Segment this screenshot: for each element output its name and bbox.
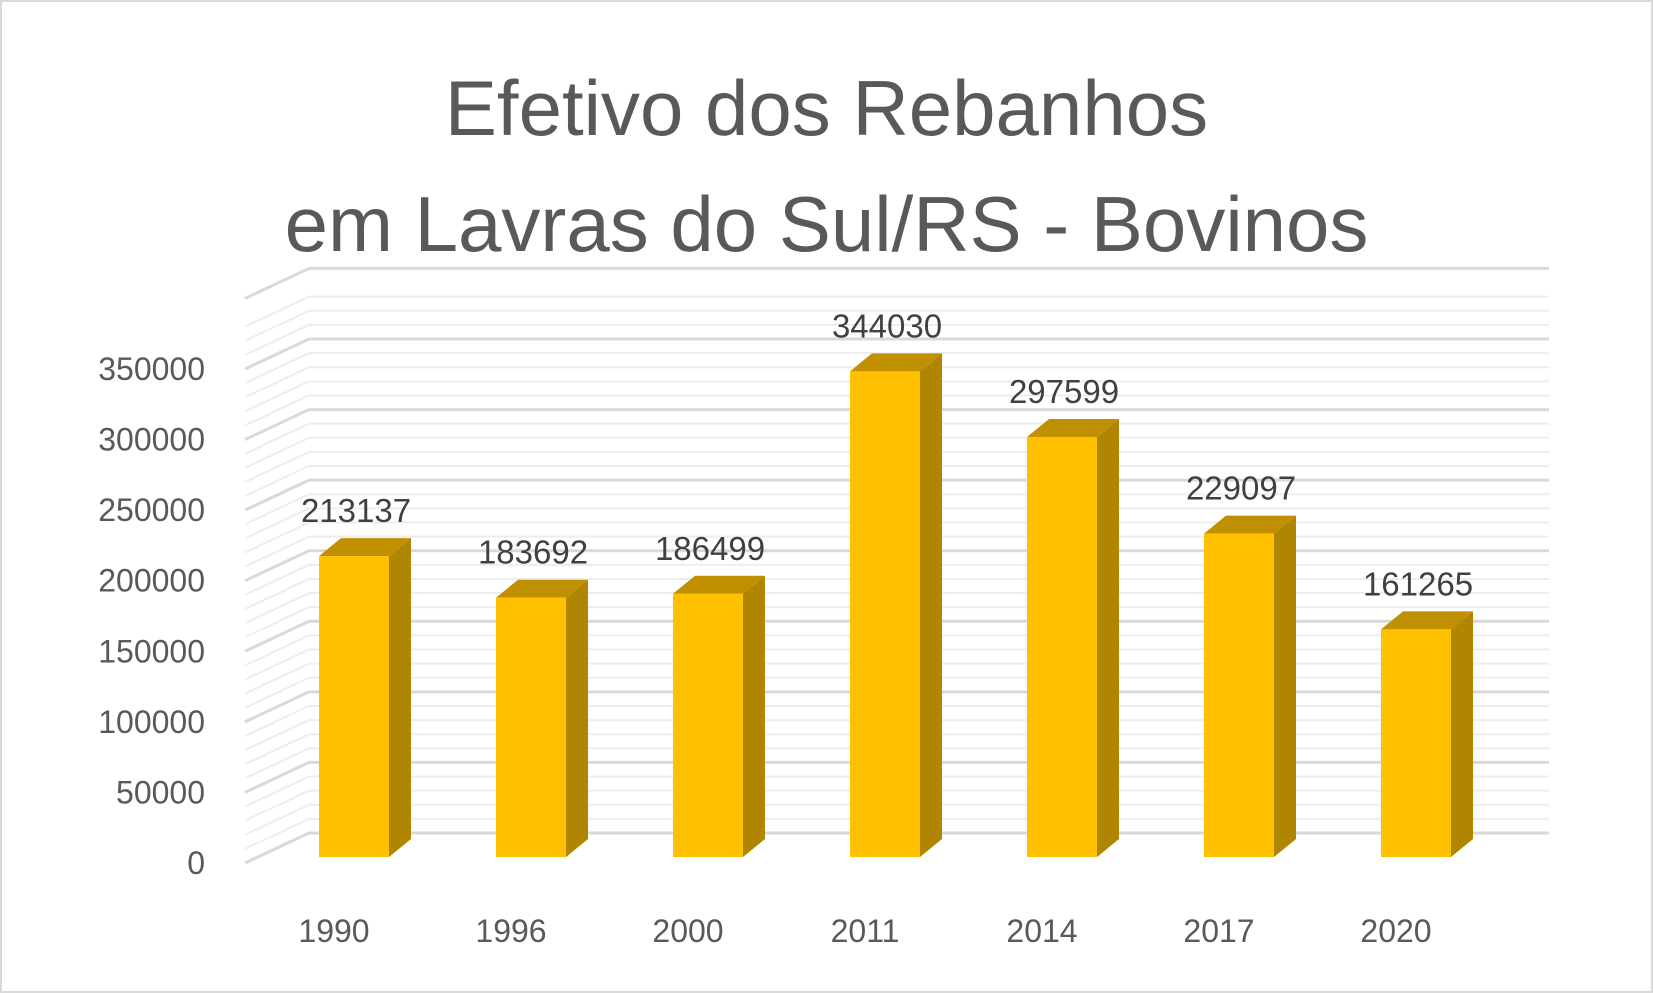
data-label: 213137 [301,492,411,529]
bar [1204,533,1274,857]
bar [319,556,389,857]
data-label: 344030 [832,307,942,344]
y-tick-label: 0 [187,845,205,881]
minor-gridline-side [244,803,310,836]
minor-gridline-side [244,521,310,554]
data-label: 297599 [1009,373,1119,410]
y-tick-label: 50000 [116,774,205,810]
data-label: 186499 [655,530,765,567]
bar-side [743,575,765,857]
bar-top [1027,418,1119,437]
bar [850,371,920,857]
bar [1027,436,1097,857]
gridline-side [244,408,310,441]
bar-side [566,579,588,857]
minor-gridline-side [244,775,310,808]
minor-gridline-side [244,563,310,596]
minor-gridline-side [244,295,310,328]
gridline-side [244,478,310,512]
minor-gridline-side [244,352,310,385]
minor-gridline-side [244,578,310,610]
gridline-side [244,761,310,794]
gridline-side [244,337,310,371]
bar-side [1097,418,1119,857]
minor-gridline-side [244,719,310,751]
data-label: 183692 [478,534,588,571]
minor-gridline-side [244,309,310,342]
minor-gridline-side [244,648,310,681]
minor-gridline-side [244,662,310,695]
minor-gridline-side [244,535,310,568]
data-label: 229097 [1186,470,1296,507]
y-tick-label: 150000 [98,633,205,669]
bar-top [673,575,765,594]
minor-gridline-side [244,634,310,667]
gridline-side [244,549,310,583]
bar-side [920,353,942,857]
chart-title: Efetivo dos Rebanhos em Lavras do Sul/RS… [2,50,1651,282]
gridline-side [244,831,310,865]
minor-gridline-side [244,394,310,427]
data-label: 161265 [1363,565,1473,602]
bar [496,597,566,857]
y-tick-label: 250000 [98,492,205,528]
minor-gridline-side [244,451,310,483]
y-tick-label: 350000 [98,351,205,387]
chart-title-line-1: Efetivo dos Rebanhos [444,64,1209,152]
minor-gridline-side [244,606,310,639]
minor-gridline-side [244,817,310,850]
bar-side [1274,515,1296,857]
x-tick-label: 2014 [1006,913,1077,949]
x-tick-label: 2011 [831,913,900,949]
gridline-side [244,267,310,300]
y-tick-label: 300000 [98,422,205,458]
minor-gridline-side [244,380,310,413]
chart-title-line-2: em Lavras do Sul/RS - Bovinos [284,180,1369,268]
bar [673,593,743,857]
y-tick-label: 200000 [98,563,205,599]
bar-top [850,353,942,372]
minor-gridline-side [244,422,310,455]
x-tick-label: 1996 [475,913,546,949]
minor-gridline-side [244,493,310,526]
bar-top [496,579,588,598]
minor-gridline-side [244,789,310,822]
x-tick-label: 1990 [298,913,369,949]
minor-gridline-side [244,747,310,780]
minor-gridline-side [244,366,310,399]
bar-side [1451,611,1473,857]
minor-gridline-side [244,733,310,766]
minor-gridline-side [244,465,310,497]
y-tick-label: 100000 [98,704,205,740]
minor-gridline-side [244,705,310,737]
x-tick-label: 2017 [1183,913,1254,949]
gridline-side [244,690,310,724]
minor-gridline-side [244,323,310,356]
x-tick-label: 2020 [1360,913,1431,949]
bar-side [389,538,411,857]
bar-top [1381,611,1473,630]
x-tick-label: 2000 [652,913,723,949]
minor-gridline-side [244,676,310,709]
bar-top [1204,515,1296,534]
minor-gridline-side [244,592,310,624]
minor-gridline-side [244,507,310,540]
gridline-side [244,619,310,653]
bar-top [319,538,411,557]
minor-gridline-side [244,436,310,469]
bar [1381,629,1451,857]
